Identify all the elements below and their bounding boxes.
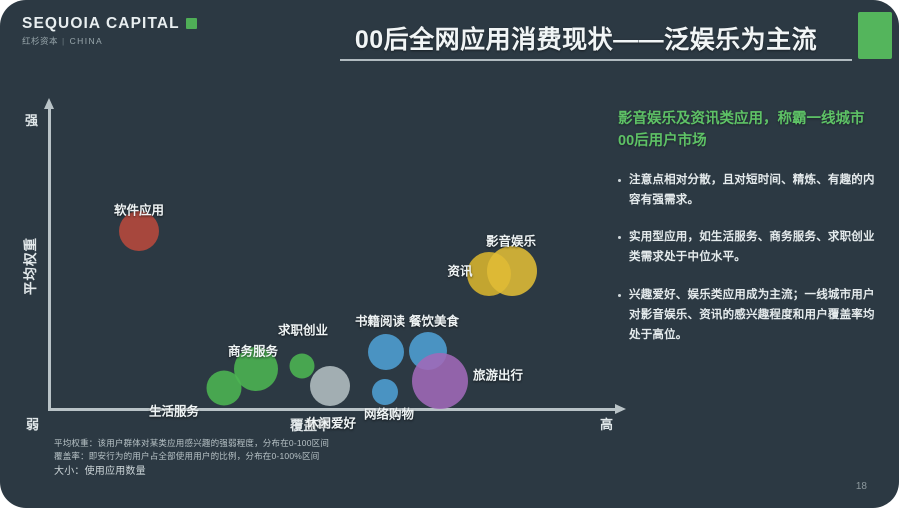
page-title: 00后全网应用消费现状——泛娱乐为主流 <box>354 26 818 54</box>
bubble-影音娱乐 <box>487 246 537 296</box>
logo-subtitle: 红杉资本 | CHINA <box>22 35 197 46</box>
y-axis-bottom-cap: 弱 <box>26 417 40 432</box>
insight-bullet-1: 注意点相对分散，且对短时间、精炼、有趣的内容有强需求。 <box>618 171 880 211</box>
sequoia-logo: SEQUOIA CAPITAL 红杉资本 | CHINA <box>22 16 197 45</box>
x-axis-line <box>48 408 622 411</box>
insight-panel: 影音娱乐及资讯类应用，称霸一线城市00后用户市场 注意点相对分散，且对短时间、精… <box>618 108 880 345</box>
y-axis-top-cap: 强 <box>25 113 39 128</box>
bubble-书籍阅读 <box>368 334 404 370</box>
y-axis-title: 平均权重 <box>23 237 38 295</box>
footnote-line-3: 大小：使用应用数量 <box>54 466 146 478</box>
footnotes: 平均权重：该用户群体对某类应用感兴趣的强弱程度，分布在0-100区间 覆盖率：即安… <box>54 437 329 480</box>
bubble-label-生活服务: 生活服务 <box>148 404 200 419</box>
y-axis-arrow-icon <box>43 98 54 109</box>
bubble-label-求职创业: 求职创业 <box>277 323 329 338</box>
bullet-dot-icon <box>618 178 621 182</box>
bubble-休闲爱好 <box>310 366 350 406</box>
x-axis-right-cap: 高 <box>600 417 614 432</box>
insight-bullet-2: 实用型应用，如生活服务、商务服务、求职创业类需求处于中位水平。 <box>618 228 880 268</box>
logo-subtitle-cn: 红杉资本 <box>22 35 59 46</box>
bubble-label-软件应用: 软件应用 <box>113 203 165 218</box>
x-axis-title: 覆盖率 <box>290 418 331 433</box>
logo-wordmark: SEQUOIA CAPITAL <box>22 16 197 32</box>
insight-bullet-list: 注意点相对分散，且对短时间、精炼、有趣的内容有强需求。 实用型应用，如生活服务、商… <box>618 171 880 345</box>
bullet-dot-icon <box>618 236 621 240</box>
title-underline-rule <box>340 59 852 61</box>
insight-bullet-text: 实用型应用，如生活服务、商务服务、求职创业类需求处于中位水平。 <box>629 231 875 264</box>
bubble-旅游出行 <box>412 353 468 409</box>
x-axis-arrow-icon <box>615 404 626 414</box>
bubble-label-旅游出行: 旅游出行 <box>472 368 524 383</box>
bubble-网络购物 <box>372 379 398 405</box>
bubble-label-休闲爱好: 休闲爱好 <box>305 416 357 431</box>
logo-square-icon <box>185 18 197 30</box>
insight-bullet-text: 注意点相对分散，且对短时间、精炼、有趣的内容有强需求。 <box>629 173 875 206</box>
bullet-dot-icon <box>618 294 621 297</box>
logo-wordmark-text: SEQUOIA CAPITAL <box>22 15 180 32</box>
footnote-line-2: 覆盖率：即安行为的用户占全部使用用户的比例，分布在0-100%区间 <box>54 451 320 462</box>
footnote-line-1: 平均权重：该用户群体对某类应用感兴趣的强弱程度，分布在0-100区间 <box>54 438 330 448</box>
logo-subtitle-separator: | <box>62 35 66 46</box>
y-axis-line <box>48 108 51 411</box>
insight-panel-heading: 影音娱乐及资讯类应用，称霸一线城市00后用户市场 <box>618 111 865 150</box>
logo-subtitle-en: CHINA <box>69 35 104 46</box>
page-number: 18 <box>855 481 867 492</box>
insight-bullet-3: 兴趣爱好、娱乐类应用成为主流；一线城市用户对影音娱乐、资讯的感兴趣程度和用户覆盖… <box>618 286 880 345</box>
insight-bullet-text: 兴趣爱好、娱乐类应用成为主流；一线城市用户对影音娱乐、资讯的感兴趣程度和用户覆盖… <box>629 289 875 341</box>
bubble-软件应用 <box>119 211 159 251</box>
bubble-商务服务 <box>234 347 278 391</box>
bubble-label-商务服务: 商务服务 <box>227 344 279 359</box>
bubble-label-资讯: 资讯 <box>447 264 473 279</box>
bubble-label-网络购物: 网络购物 <box>363 407 415 422</box>
bubble-label-餐饮美食: 餐饮美食 <box>408 314 460 329</box>
bubble-chart: 强 弱 高 覆盖率 平均权重 软件应用生活服务 商务服务 求职创业休闲爱好 书籍阅读网… <box>0 86 626 436</box>
bubble-求职创业 <box>289 353 315 379</box>
bubble-label-书籍阅读: 书籍阅读 <box>354 314 406 329</box>
accent-block <box>858 12 892 59</box>
bubble-label-影音娱乐: 影音娱乐 <box>485 234 537 249</box>
